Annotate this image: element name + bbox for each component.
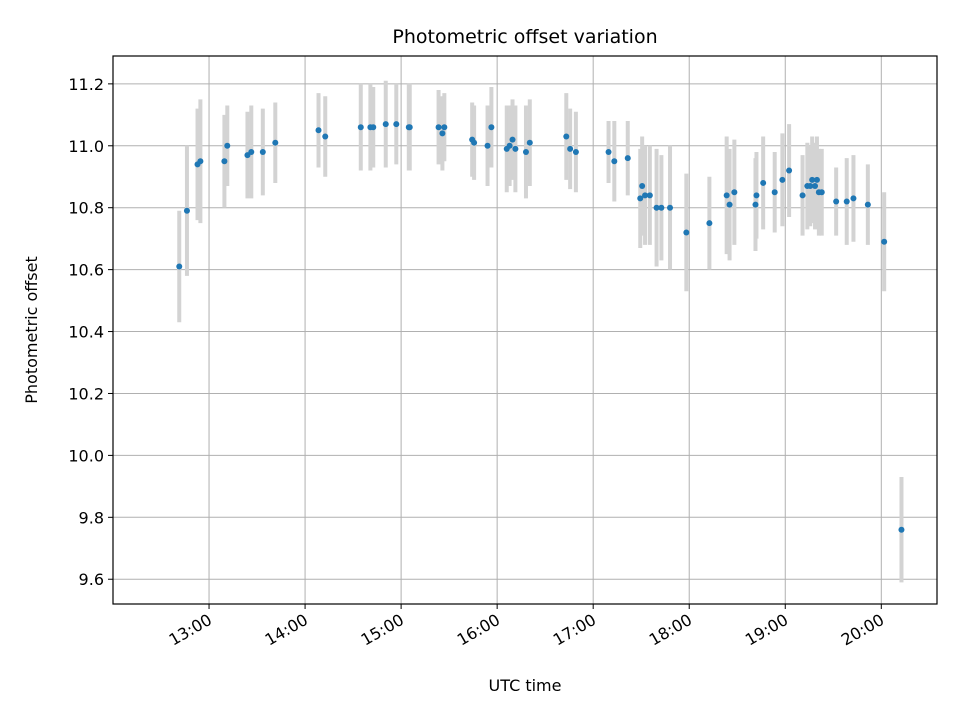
data-point xyxy=(809,176,816,183)
data-point xyxy=(406,124,413,131)
y-tick-label: 9.6 xyxy=(79,570,104,589)
data-point xyxy=(370,124,377,131)
y-axis-label: Photometric offset xyxy=(22,256,41,404)
data-point xyxy=(753,192,760,199)
data-point xyxy=(667,204,674,211)
data-point xyxy=(726,201,733,208)
data-point xyxy=(833,198,840,205)
plot-frame xyxy=(112,55,938,605)
data-point xyxy=(624,155,631,162)
data-point xyxy=(850,195,857,202)
data-point xyxy=(183,207,190,214)
data-point xyxy=(224,142,231,149)
data-point xyxy=(526,139,533,146)
data-point xyxy=(488,124,495,131)
data-point xyxy=(572,148,579,155)
data-point xyxy=(197,158,204,165)
y-tick-label: 10.6 xyxy=(68,261,104,280)
data-point xyxy=(512,145,519,152)
data-point xyxy=(272,139,279,146)
data-point xyxy=(471,139,478,146)
data-point xyxy=(248,148,255,155)
y-tick-label: 9.8 xyxy=(79,508,104,527)
data-point xyxy=(221,158,228,165)
data-point xyxy=(176,263,183,270)
data-point xyxy=(642,192,649,199)
data-point xyxy=(812,183,819,190)
data-point xyxy=(484,142,491,149)
y-tick-label: 10.8 xyxy=(68,199,104,218)
data-point xyxy=(760,179,767,186)
y-tick-label: 11.2 xyxy=(68,75,104,94)
data-point xyxy=(393,121,400,128)
data-point xyxy=(509,136,516,143)
y-tick-label: 10.0 xyxy=(68,446,104,465)
data-point xyxy=(567,145,574,152)
data-point xyxy=(563,133,570,140)
data-point xyxy=(382,121,389,128)
y-tick-label: 10.2 xyxy=(68,384,104,403)
data-point xyxy=(506,142,513,149)
data-point xyxy=(771,189,778,196)
data-point xyxy=(439,130,446,137)
data-point xyxy=(752,201,759,208)
data-point xyxy=(786,167,793,174)
data-point xyxy=(706,220,713,227)
data-point xyxy=(779,176,786,183)
data-point xyxy=(639,183,646,190)
data-point xyxy=(658,204,665,211)
data-point xyxy=(898,526,905,533)
data-point xyxy=(813,176,820,183)
data-point xyxy=(611,158,618,165)
data-point xyxy=(731,189,738,196)
data-point xyxy=(864,201,871,208)
data-point xyxy=(818,189,825,196)
data-point xyxy=(646,192,653,199)
data-point xyxy=(522,148,529,155)
grid xyxy=(113,56,937,604)
data-point xyxy=(441,124,448,131)
data-point xyxy=(357,124,364,131)
data-point xyxy=(435,124,442,131)
y-tick-label: 11.0 xyxy=(68,137,104,156)
chart-title: Photometric offset variation xyxy=(392,26,657,48)
y-tick-label: 10.4 xyxy=(68,323,104,342)
data-point xyxy=(799,192,806,199)
data-point xyxy=(653,204,660,211)
data-point xyxy=(683,229,690,236)
data-point xyxy=(637,195,644,202)
data-point xyxy=(322,133,329,140)
data-point xyxy=(315,127,322,134)
data-point xyxy=(881,238,888,245)
data-point xyxy=(807,183,814,190)
x-axis-label: UTC time xyxy=(489,676,562,695)
data-points xyxy=(176,121,905,533)
data-point xyxy=(723,192,730,199)
data-point xyxy=(843,198,850,205)
data-point xyxy=(259,148,266,155)
data-point xyxy=(605,148,612,155)
